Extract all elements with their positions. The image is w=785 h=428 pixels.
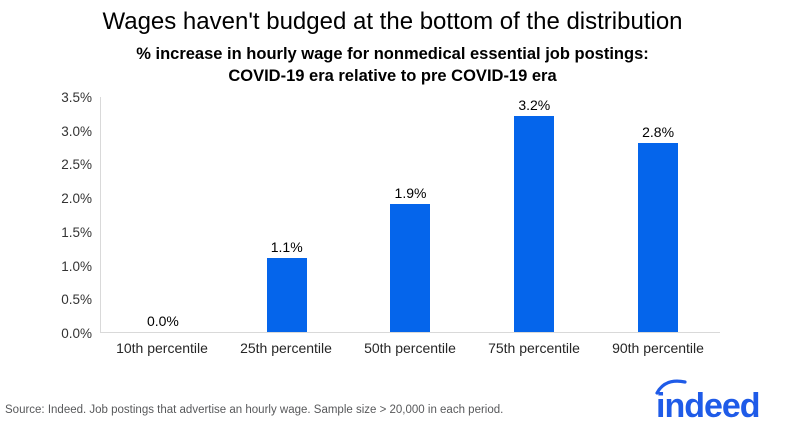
bar-column: 1.9% [349, 97, 473, 332]
chart-subtitle: % increase in hourly wage for nonmedical… [0, 43, 785, 87]
chart-subtitle-line1: % increase in hourly wage for nonmedical… [136, 45, 649, 63]
x-axis-label: 25th percentile [240, 340, 332, 356]
bar-column: 0.0% [101, 97, 225, 332]
x-axis-label: 50th percentile [364, 340, 456, 356]
bar-column: 2.8% [596, 97, 720, 332]
indeed-logo-swoosh-icon [655, 379, 687, 395]
y-axis-tick-label: 2.0% [61, 191, 92, 207]
y-axis-tick-label: 1.0% [61, 258, 92, 274]
x-axis-label: 75th percentile [488, 340, 580, 356]
y-axis-tick-label: 0.5% [61, 292, 92, 308]
bar-value-label: 0.0% [146, 313, 179, 329]
indeed-logo-text: indeed [656, 387, 760, 424]
x-axis-label: 10th percentile [116, 340, 208, 356]
bar [638, 143, 679, 332]
source-note: Source: Indeed. Job postings that advert… [5, 404, 504, 416]
y-axis-ticks: 0.0% 0.5% 1.0% 1.5% 2.0% 2.5% 3.0% 3.5% [30, 90, 92, 341]
y-axis-tick-label: 3.0% [61, 123, 92, 139]
plot-area: 0.0% 1.1% 1.9% 3.2% 2.8% [100, 97, 720, 333]
bars-row: 0.0% 1.1% 1.9% 3.2% 2.8% [101, 97, 720, 332]
x-labels-row: 10th percentile 25th percentile 50th perce… [100, 340, 720, 356]
y-axis-tick-label: 0.0% [61, 326, 92, 341]
bar-column: 3.2% [472, 97, 596, 332]
bar-value-label: 1.1% [270, 238, 303, 255]
bar-column: 1.1% [225, 97, 349, 332]
bar-value-label: 2.8% [642, 124, 675, 141]
y-axis-tick-label: 3.5% [61, 90, 92, 105]
bar [266, 257, 307, 332]
bar [390, 203, 431, 332]
y-axis-tick-label: 1.5% [61, 224, 92, 240]
y-axis-tick-label: 2.5% [61, 157, 92, 173]
x-axis-label: 90th percentile [612, 340, 704, 356]
indeed-logo: indeed [655, 379, 761, 424]
bar-value-label: 3.2% [518, 97, 551, 114]
bar-value-label: 1.9% [394, 184, 427, 201]
chart-title: Wages haven't budged at the bottom of th… [102, 8, 683, 35]
bar [514, 116, 555, 332]
chart-subtitle-line2: COVID-19 era relative to pre COVID-19 er… [228, 67, 557, 85]
